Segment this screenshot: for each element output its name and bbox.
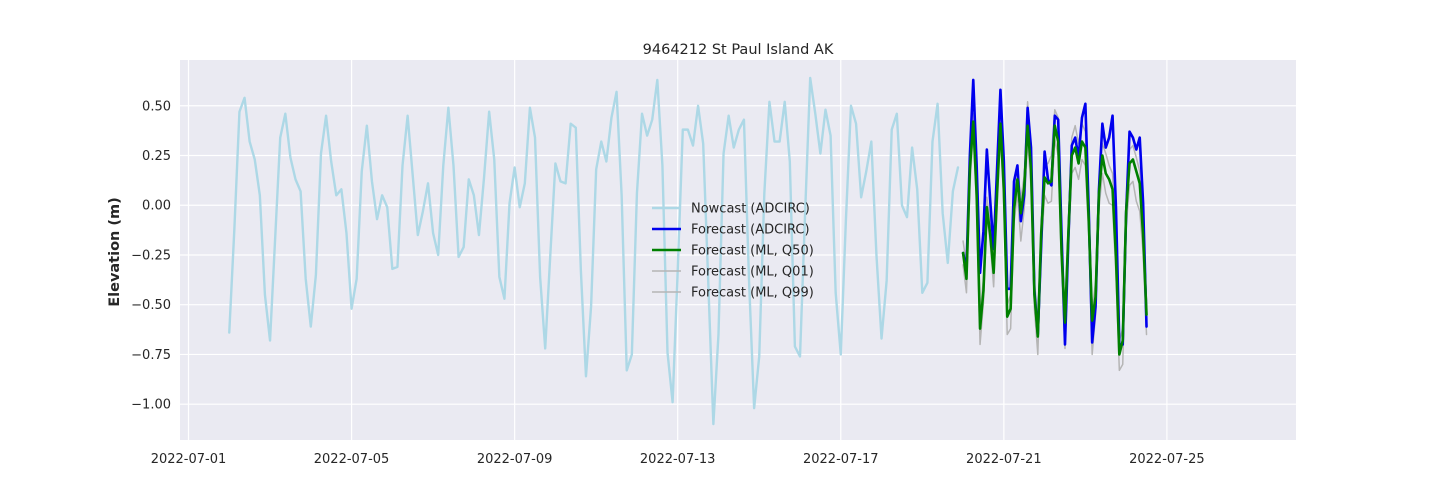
x-tick-label: 2022-07-17 <box>803 452 879 467</box>
x-tick-label: 2022-07-21 <box>966 452 1042 467</box>
x-tick-label: 2022-07-25 <box>1129 452 1205 467</box>
series-line-forecast-ml-q50 <box>961 120 1148 356</box>
y-tick-label: 0.25 <box>142 149 171 164</box>
y-tick-label: 0.00 <box>142 199 171 214</box>
y-tick-label: −0.75 <box>131 348 171 363</box>
y-tick-label: −0.25 <box>131 248 171 263</box>
chart-title: 9464212 St Paul Island AK <box>643 42 834 58</box>
legend-label: Nowcast (ADCIRC) <box>691 202 810 217</box>
legend-label: Forecast (ML, Q01) <box>691 265 814 280</box>
legend-label: Forecast (ADCIRC) <box>691 223 810 238</box>
y-tick-label: −0.50 <box>131 298 171 313</box>
grid <box>180 60 1296 440</box>
x-tick-label: 2022-07-13 <box>640 452 716 467</box>
x-tick-label: 2022-07-01 <box>151 452 227 467</box>
tick-labels: 2022-07-01 2022-07-05 2022-07-09 2022-07-13… <box>131 99 1205 467</box>
y-axis-label: Elevation (m) <box>107 197 123 307</box>
series-line-nowcast-adcirc <box>228 76 960 426</box>
y-tick-label: −1.00 <box>131 398 171 413</box>
y-tick-label: 0.50 <box>142 99 171 114</box>
legend-label: Forecast (ML, Q50) <box>691 244 814 259</box>
legend: Nowcast (ADCIRC) Forecast (ADCIRC) Forecas… <box>652 202 814 301</box>
series-lines <box>228 76 1148 426</box>
legend-label: Forecast (ML, Q99) <box>691 286 814 301</box>
plot-area <box>180 60 1296 440</box>
x-tick-label: 2022-07-09 <box>477 452 553 467</box>
x-tick-label: 2022-07-05 <box>314 452 390 467</box>
